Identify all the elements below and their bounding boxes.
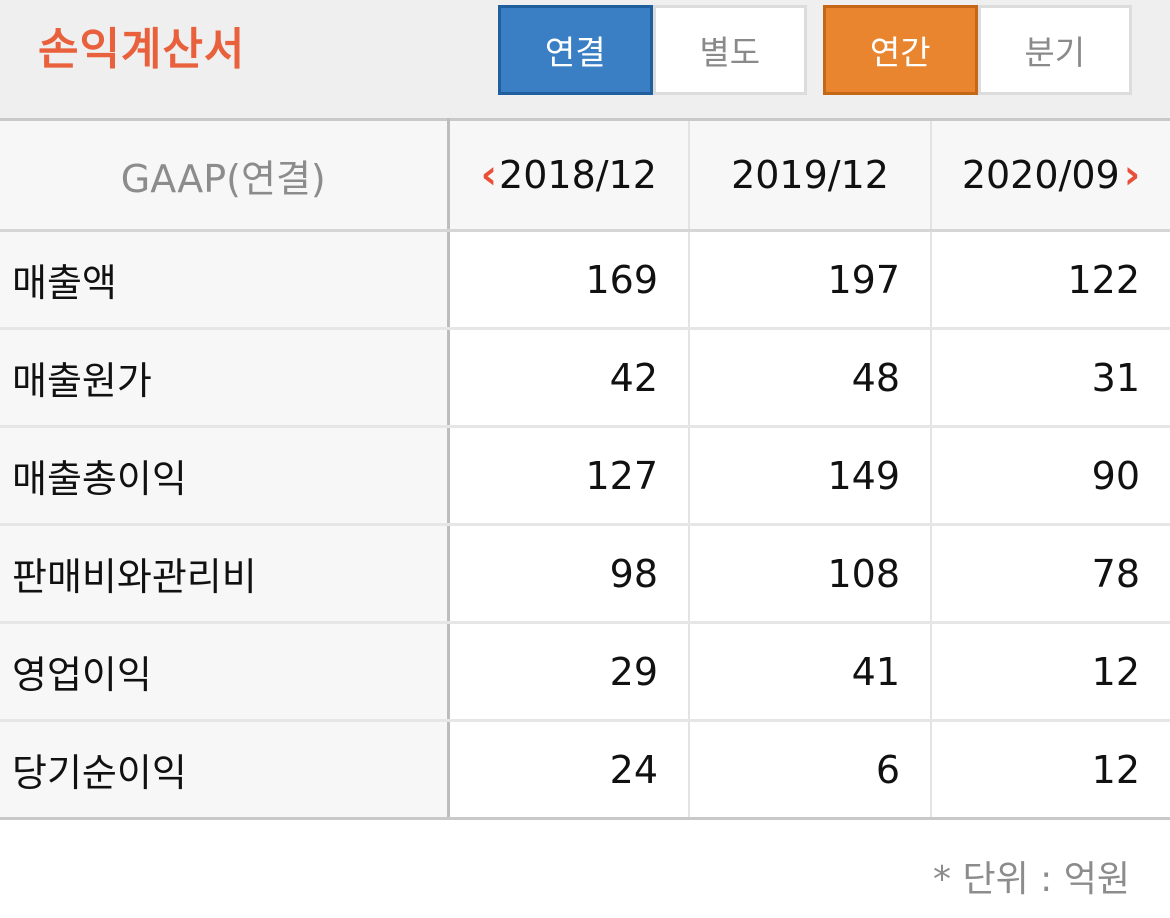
- cell-value: 29: [448, 622, 690, 722]
- cell-value: 24: [448, 720, 690, 820]
- period-header-2018: ‹ 2018/12: [448, 118, 690, 232]
- header-bar: 손익계산서 연결 별도 연간 분기: [0, 0, 1170, 118]
- cell-value: 98: [448, 524, 690, 624]
- table-row: 매출액 169 197 122: [0, 230, 1170, 330]
- cell-value: 149: [689, 426, 932, 526]
- unit-note: * 단위 : 억원: [933, 859, 1130, 900]
- chevron-left-icon[interactable]: ‹: [480, 152, 498, 198]
- consolidated-button[interactable]: 연결: [498, 5, 653, 95]
- table-row: 판매비와관리비 98 108 78: [0, 524, 1170, 624]
- cell-value: 12: [931, 622, 1170, 722]
- cell-value: 197: [689, 230, 932, 330]
- cell-value: 41: [689, 622, 932, 722]
- period-label: 2018/12: [499, 153, 657, 197]
- period-label: 2019/12: [731, 153, 889, 197]
- row-label: 영업이익: [0, 622, 450, 722]
- table-row: 매출총이익 127 149 90: [0, 426, 1170, 526]
- cell-value: 78: [931, 524, 1170, 624]
- period-header-2019: 2019/12: [689, 118, 932, 232]
- period-toggle: 연간 분기: [823, 5, 1132, 95]
- row-label: 당기순이익: [0, 720, 450, 820]
- cell-value: 48: [689, 328, 932, 428]
- gaap-header-label: GAAP(연결): [120, 156, 326, 201]
- annual-button[interactable]: 연간: [823, 5, 978, 95]
- table-row: 영업이익 29 41 12: [0, 622, 1170, 722]
- cell-value: 42: [448, 328, 690, 428]
- row-label: 판매비와관리비: [0, 524, 450, 624]
- cell-value: 108: [689, 524, 932, 624]
- page-title: 손익계산서: [38, 24, 246, 75]
- gaap-header: GAAP(연결): [0, 118, 450, 232]
- chevron-right-icon[interactable]: ›: [1123, 152, 1141, 198]
- scope-toggle: 연결 별도: [498, 5, 807, 95]
- cell-value: 169: [448, 230, 690, 330]
- period-header-2020: 2020/09 ›: [931, 118, 1170, 232]
- table-row: 당기순이익 24 6 12: [0, 720, 1170, 820]
- period-label: 2020/09: [961, 153, 1120, 197]
- cell-value: 31: [931, 328, 1170, 428]
- cell-value: 12: [931, 720, 1170, 820]
- income-statement-table: GAAP(연결) ‹ 2018/12 2019/12 2020/09: [0, 118, 1170, 820]
- quarterly-button[interactable]: 분기: [977, 5, 1132, 95]
- separate-button[interactable]: 별도: [652, 5, 807, 95]
- cell-value: 90: [931, 426, 1170, 526]
- table-header-row: GAAP(연결) ‹ 2018/12 2019/12 2020/09: [0, 118, 1170, 232]
- cell-value: 6: [689, 720, 932, 820]
- row-label: 매출총이익: [0, 426, 450, 526]
- table-row: 매출원가 42 48 31: [0, 328, 1170, 428]
- row-label: 매출원가: [0, 328, 450, 428]
- cell-value: 122: [931, 230, 1170, 330]
- cell-value: 127: [448, 426, 690, 526]
- row-label: 매출액: [0, 230, 450, 330]
